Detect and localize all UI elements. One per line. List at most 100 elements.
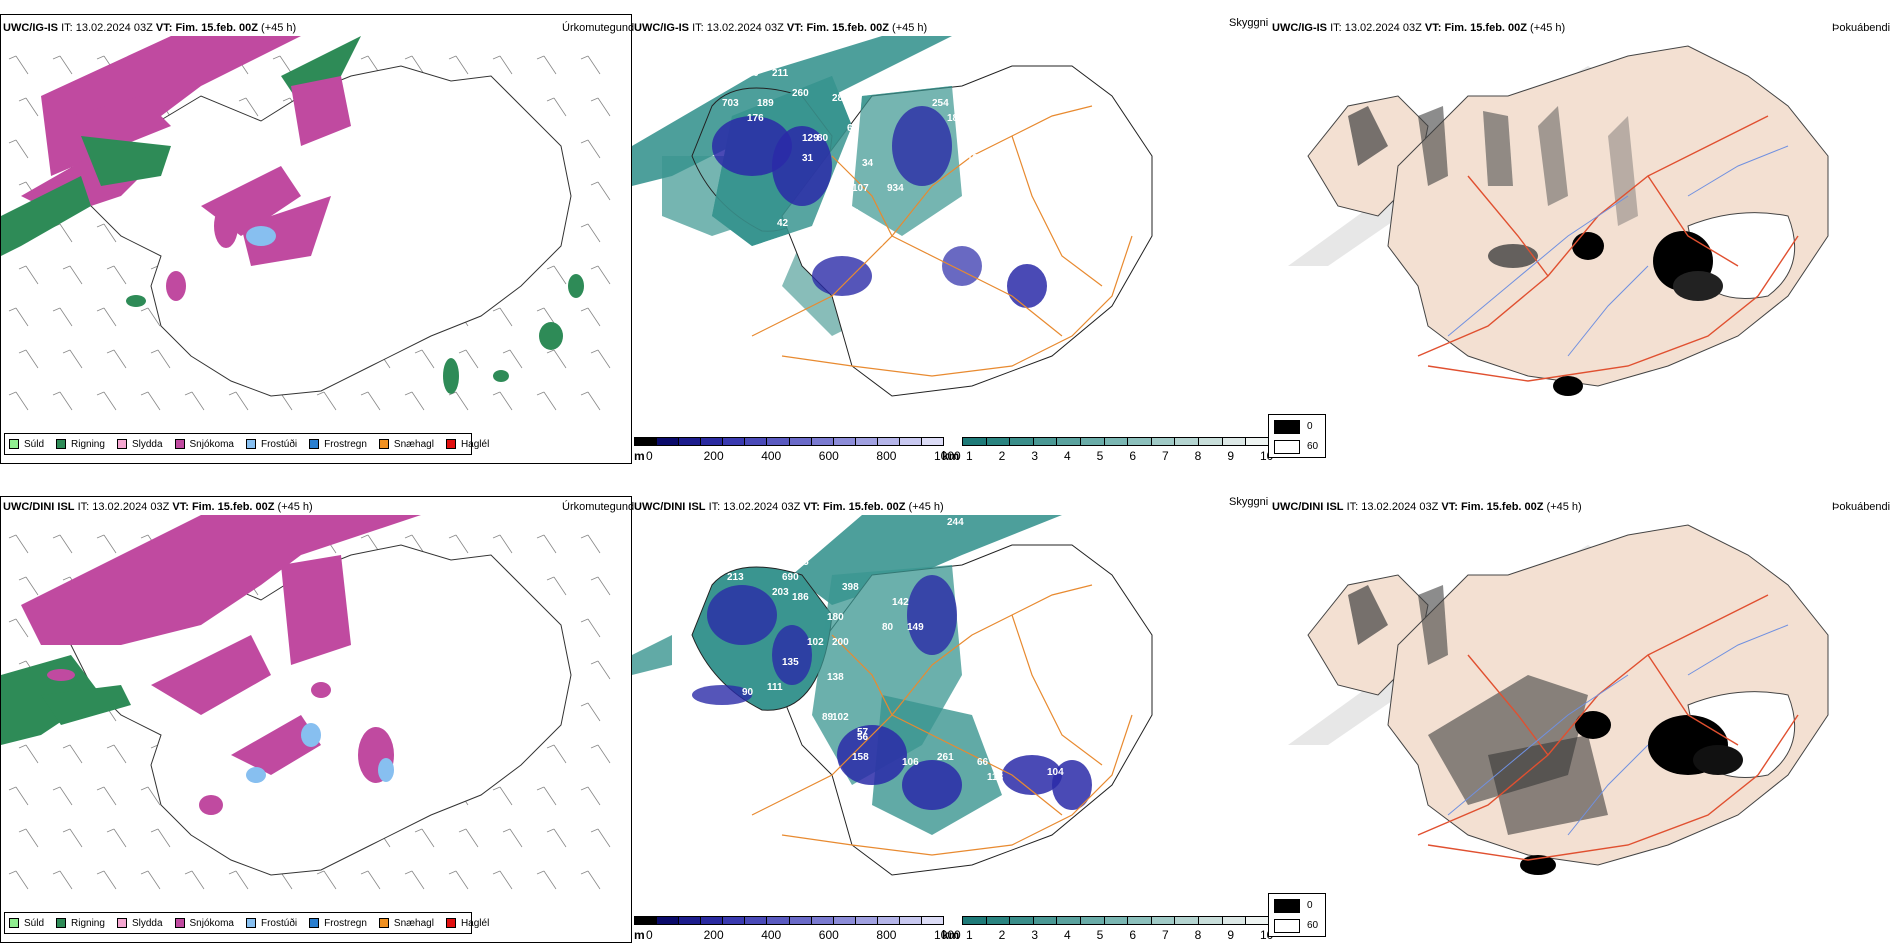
cloud-base-label: 118 xyxy=(987,772,1004,783)
wind-barb xyxy=(228,391,249,411)
wind-barb xyxy=(492,307,513,327)
legend-item: Frostregn xyxy=(309,439,367,450)
colorbar-tick-label: 400 xyxy=(761,928,782,942)
wind-barb xyxy=(502,349,523,369)
river-network xyxy=(1447,145,1789,357)
cloud-base-label: 186 xyxy=(792,592,809,603)
wind-barb xyxy=(106,265,127,285)
wind-barb xyxy=(140,307,161,327)
colorbar-step xyxy=(635,438,658,445)
wind-barb xyxy=(580,55,601,75)
legend-swatch xyxy=(9,439,19,449)
wind-barb xyxy=(546,265,567,285)
wind-barb xyxy=(8,55,29,75)
legend-swatch xyxy=(56,918,67,928)
legend-swatch xyxy=(445,918,456,928)
wind-barb xyxy=(52,55,73,75)
colorbar-step xyxy=(679,438,702,445)
legend-swatch xyxy=(174,918,185,928)
fog-road-network xyxy=(1417,115,1799,382)
wind-barb xyxy=(140,870,161,890)
cloud-base-label: 158 xyxy=(852,752,869,763)
wind-barb xyxy=(62,744,83,764)
wind-barb xyxy=(18,265,39,285)
colorbar-tick-label: 200 xyxy=(703,928,724,942)
cloud-base-label: 203 xyxy=(772,587,789,598)
legend-item: Slydda xyxy=(116,438,163,450)
colorbar-step xyxy=(922,917,944,924)
precip-legend: Súld Rigning Slydda Snjókoma Frostúði Frostre… xyxy=(4,433,489,455)
wind-barb xyxy=(580,870,601,890)
wind-barb xyxy=(492,870,513,890)
fog-scale-label: 0 xyxy=(1307,900,1313,911)
cloud-base-scale: m 0 200 400 600 800 1000 xyxy=(634,916,961,942)
wind-barb xyxy=(62,265,83,285)
legend-swatch xyxy=(9,918,19,928)
legend-swatch xyxy=(174,439,185,449)
colorbar-tick-label: 2 xyxy=(998,928,1006,942)
legend-swatch xyxy=(378,918,389,928)
wind-barb xyxy=(590,576,611,596)
colorbar-tick-label: 4 xyxy=(1064,449,1071,463)
legend-swatch xyxy=(309,918,320,928)
legend-swatch xyxy=(245,439,256,449)
cloud-panel-title: UWC/DINI ISL IT: 13.02.2024 03Z VT: Fim.… xyxy=(634,501,944,513)
wind-barb xyxy=(546,97,567,117)
wind-barb xyxy=(106,349,127,369)
wind-barb xyxy=(52,786,73,806)
colorbar-tick-label: 1 xyxy=(966,449,973,463)
colorbar-step xyxy=(701,438,724,445)
cloud-base-label: 21 xyxy=(962,123,974,134)
cloud-base-label: 261 xyxy=(937,752,954,763)
wind-barb xyxy=(536,870,557,890)
cloud-base-label: 189 xyxy=(947,113,964,124)
colorbar-step xyxy=(963,917,987,924)
wind-barb xyxy=(96,870,117,890)
colorbar-tick-label: 7 xyxy=(1162,449,1169,463)
fog-panel-subtitle: Þokuábendi xyxy=(1832,22,1891,34)
wind-barb xyxy=(52,534,73,554)
legend-label: Slydda xyxy=(131,438,163,450)
colorbar-tick-label: 600 xyxy=(818,928,839,942)
wind-barb xyxy=(8,139,29,159)
wind-barb xyxy=(18,576,39,596)
wind-barb xyxy=(448,391,469,411)
legend-item: Súld xyxy=(9,918,44,929)
cloud-base-unit: m xyxy=(634,928,645,942)
cloud-base-colorbar xyxy=(634,916,944,925)
precip-panel-subtitle: Úrkomutegund xyxy=(562,501,635,513)
legend-item: Snjókoma xyxy=(174,918,234,929)
wind-barb xyxy=(96,391,117,411)
colorbar-step xyxy=(635,917,658,924)
wind-barb xyxy=(590,349,611,369)
cloud-base-label: 107 xyxy=(852,183,869,194)
cloud-base-label: 103 xyxy=(972,582,989,593)
cloud-base-label: 289 xyxy=(832,93,849,104)
cloud-base-label: 176 xyxy=(747,113,764,124)
cloud-base-colorbar xyxy=(634,437,944,446)
visibility-unit: km xyxy=(942,449,960,463)
wind-barb xyxy=(590,181,611,201)
cloud-base-label: 200 xyxy=(832,637,849,648)
colorbar-step xyxy=(1222,438,1247,445)
fog-scale: 0 60 xyxy=(1268,893,1326,937)
wind-barb xyxy=(228,870,249,890)
wind-barb xyxy=(546,828,567,848)
wind-barb xyxy=(8,870,29,890)
wind-barb xyxy=(62,349,83,369)
colorbar-step xyxy=(723,438,746,445)
fog-scale-swatch xyxy=(1274,899,1300,913)
wind-barb xyxy=(536,786,557,806)
wind-barb xyxy=(18,828,39,848)
colorbar-step xyxy=(1081,438,1105,445)
legend-swatch xyxy=(116,439,127,449)
legend-item: Rigning xyxy=(56,918,105,929)
wind-barb xyxy=(590,660,611,680)
cloud-panel-title: UWC/IG-IS IT: 13.02.2024 03Z VT: Fim. 15… xyxy=(634,22,928,34)
colorbar-step xyxy=(1033,438,1058,445)
legend-item: Snæhagl xyxy=(378,918,434,929)
legend-swatch xyxy=(56,439,67,449)
wind-barb xyxy=(536,534,557,554)
colorbar-step xyxy=(986,438,1011,445)
visibility-unit: km xyxy=(942,928,960,942)
